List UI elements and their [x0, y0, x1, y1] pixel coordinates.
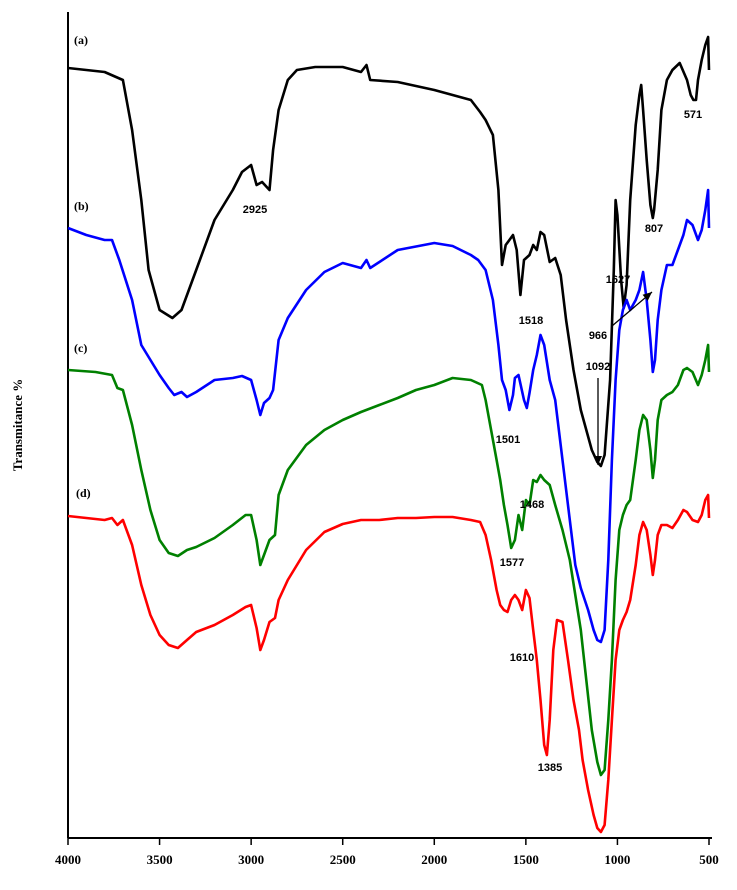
peak-label: 1468	[520, 499, 544, 511]
series-line-4	[67, 493, 711, 834]
x-tick-label: 500	[699, 852, 719, 867]
series-tag: (d)	[76, 486, 91, 500]
x-tick-label: 3000	[238, 852, 264, 867]
peak-label: 966	[589, 330, 607, 342]
peak-label: 1627	[606, 274, 630, 286]
peak-label: 1610	[510, 652, 534, 664]
peak-label: 1092	[586, 361, 610, 373]
x-ticks: 4000 3500 3000 2500 2000 1500 1000 500	[55, 838, 719, 867]
series-line-2	[67, 188, 711, 644]
arrow-966	[611, 291, 653, 327]
peak-label: 1385	[538, 762, 562, 774]
y-axis-label: Transmitance %	[10, 379, 25, 472]
x-tick-label: 4000	[55, 852, 81, 867]
peak-label: 1577	[500, 557, 524, 569]
series-line-1	[67, 35, 711, 468]
series-labels: (a) (b) (c) (d)	[74, 33, 91, 500]
peak-label: 807	[645, 223, 663, 235]
series-tag: (b)	[74, 199, 89, 213]
x-tick-label: 1000	[604, 852, 630, 867]
x-tick-label: 2500	[330, 852, 356, 867]
x-tick-label: 1500	[513, 852, 539, 867]
arrow-1092	[594, 378, 602, 465]
series-tag: (c)	[74, 341, 87, 355]
peak-label: 2925	[243, 204, 267, 216]
x-tick-label: 3500	[147, 852, 173, 867]
peak-label: 1501	[496, 434, 520, 446]
series-line-3	[67, 343, 711, 777]
peak-annotations: 2925 1627 1518 966 1092 807 571 1501 1468 1577 161…	[243, 109, 702, 774]
series-lines	[67, 35, 711, 834]
x-tick-label: 2000	[421, 852, 447, 867]
peak-label: 571	[684, 109, 702, 121]
peak-label: 1518	[519, 315, 543, 327]
series-tag: (a)	[74, 33, 88, 47]
